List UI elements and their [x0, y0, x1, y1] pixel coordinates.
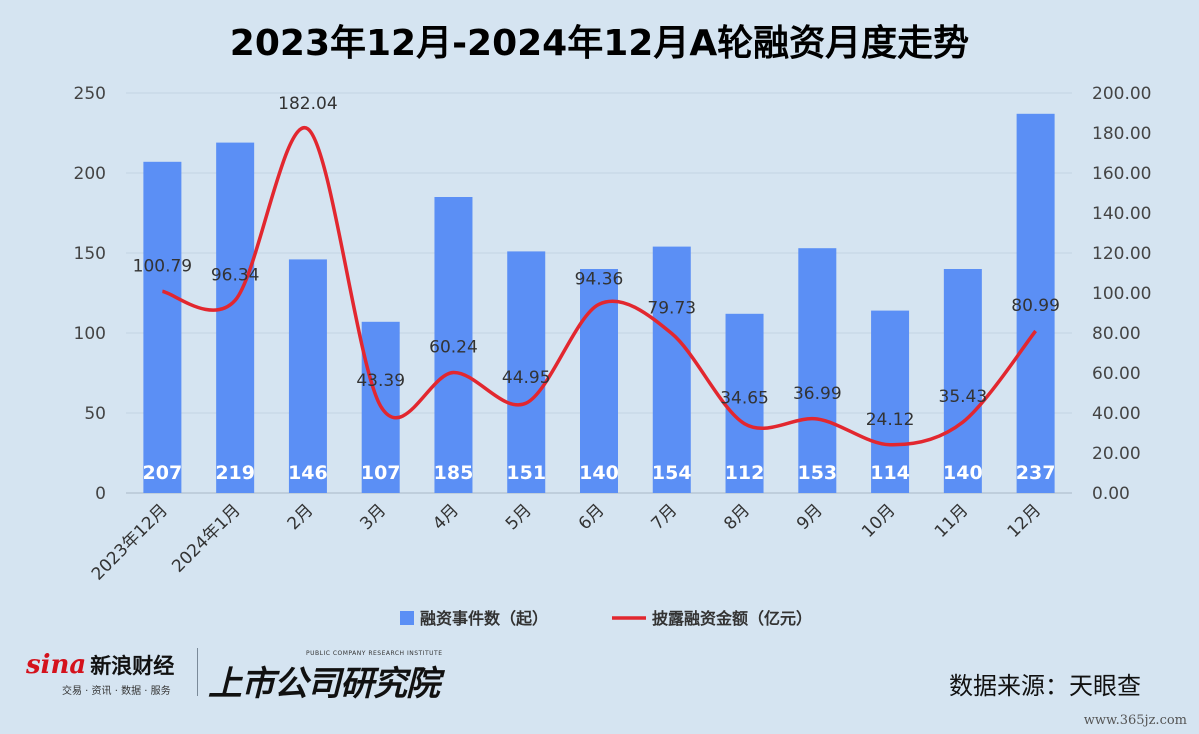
bar-value-label: 237 — [1016, 462, 1056, 484]
line-value-label: 79.73 — [647, 299, 696, 319]
x-axis-tick-label: 6月 — [575, 500, 609, 534]
right-axis-tick-label: 200.00 — [1092, 84, 1151, 104]
bar-value-label: 114 — [870, 462, 910, 484]
line-value-label: 96.34 — [211, 265, 260, 285]
right-axis-tick-label: 140.00 — [1092, 204, 1151, 224]
right-axis-tick-label: 0.00 — [1092, 484, 1130, 504]
line-value-label: 43.39 — [356, 371, 405, 391]
legend-swatch-bar — [400, 611, 414, 625]
x-axis-tick-label: 11月 — [931, 500, 972, 541]
bar-value-label: 112 — [725, 462, 765, 484]
bar-value-label: 219 — [215, 462, 255, 484]
sina-finance-logo: sina 新浪财经 交易 · 资讯 · 数据 · 服务 — [26, 650, 175, 697]
left-axis-tick-label: 50 — [84, 404, 106, 424]
bar-value-label: 140 — [579, 462, 619, 484]
bar — [652, 246, 691, 493]
x-axis-tick-label: 2023年12月 — [88, 500, 172, 584]
bar — [143, 161, 182, 494]
x-axis-tick-label: 12月 — [1004, 500, 1045, 541]
bar-value-label: 151 — [506, 462, 546, 484]
bar-value-label: 154 — [652, 462, 692, 484]
right-axis-tick-label: 80.00 — [1092, 324, 1141, 344]
sina-logo-mark: sina — [26, 650, 87, 680]
right-axis-tick-label: 20.00 — [1092, 444, 1141, 464]
left-axis-tick-label: 150 — [74, 244, 106, 264]
left-axis-tick-label: 0 — [95, 484, 106, 504]
line-value-label: 36.99 — [793, 384, 842, 404]
bar-value-label: 140 — [943, 462, 983, 484]
x-axis-tick-label: 8月 — [720, 500, 754, 534]
x-axis-tick-label: 2024年1月 — [168, 500, 244, 576]
line-series — [161, 126, 1037, 447]
watermark: www.365jz.com — [1083, 713, 1187, 728]
line-value-label: 44.95 — [502, 368, 551, 388]
right-axis-tick-label: 120.00 — [1092, 244, 1151, 264]
bar — [507, 251, 546, 493]
right-axis-tick-label: 100.00 — [1092, 284, 1151, 304]
right-axis-tick-label: 40.00 — [1092, 404, 1141, 424]
bar-value-label: 153 — [797, 462, 837, 484]
bar — [943, 269, 982, 493]
legend-label-bar: 融资事件数（起） — [420, 609, 548, 628]
line-value-label: 34.65 — [720, 389, 769, 409]
line-value-label: 100.79 — [133, 256, 192, 276]
left-axis-tick-label: 200 — [74, 164, 106, 184]
x-axis-tick-label: 3月 — [356, 500, 390, 534]
bar-value-label: 146 — [288, 462, 328, 484]
x-axis-tick-label: 7月 — [647, 500, 681, 534]
x-axis-tick-label: 2月 — [284, 500, 318, 534]
x-axis-tick-label: 4月 — [429, 500, 463, 534]
bar — [1016, 113, 1055, 494]
line-value-label: 24.12 — [866, 410, 915, 430]
institute-logo-cn: 上市公司研究院 — [208, 664, 440, 704]
right-axis-tick-label: 180.00 — [1092, 124, 1151, 144]
sina-logo-tagline: 交易 · 资讯 · 数据 · 服务 — [62, 686, 171, 697]
bar — [434, 197, 473, 493]
bar — [288, 259, 327, 493]
data-source: 数据来源：天眼查 — [949, 672, 1141, 700]
bar — [871, 310, 910, 493]
bar — [580, 269, 618, 493]
x-axis-tick-label: 5月 — [502, 500, 536, 534]
legend-label-line: 披露融资金额（亿元） — [652, 609, 812, 628]
line-value-label: 35.43 — [939, 387, 988, 407]
line-value-label: 94.36 — [575, 269, 624, 289]
logo-divider — [197, 648, 198, 696]
left-axis-tick-label: 100 — [74, 324, 106, 344]
x-axis-tick-label: 9月 — [793, 500, 827, 534]
line-value-label: 182.04 — [278, 94, 337, 114]
bar — [798, 248, 837, 493]
bar — [725, 313, 764, 493]
chart-title: 2023年12月-2024年12月A轮融资月度走势 — [229, 23, 970, 64]
bar-value-label: 207 — [143, 462, 183, 484]
bar-value-label: 107 — [361, 462, 401, 484]
bar — [216, 142, 255, 493]
institute-logo-en: PUBLIC COMPANY RESEARCH INSTITUTE — [306, 650, 443, 657]
line-value-label: 60.24 — [429, 338, 478, 358]
x-axis-tick-label: 10月 — [858, 500, 899, 541]
line-value-label: 80.99 — [1011, 296, 1060, 316]
sina-logo-name: 新浪财经 — [90, 654, 175, 678]
right-axis-tick-label: 160.00 — [1092, 164, 1151, 184]
bar-value-label: 185 — [434, 462, 474, 484]
left-axis-tick-label: 250 — [74, 84, 106, 104]
right-axis-tick-label: 60.00 — [1092, 364, 1141, 384]
